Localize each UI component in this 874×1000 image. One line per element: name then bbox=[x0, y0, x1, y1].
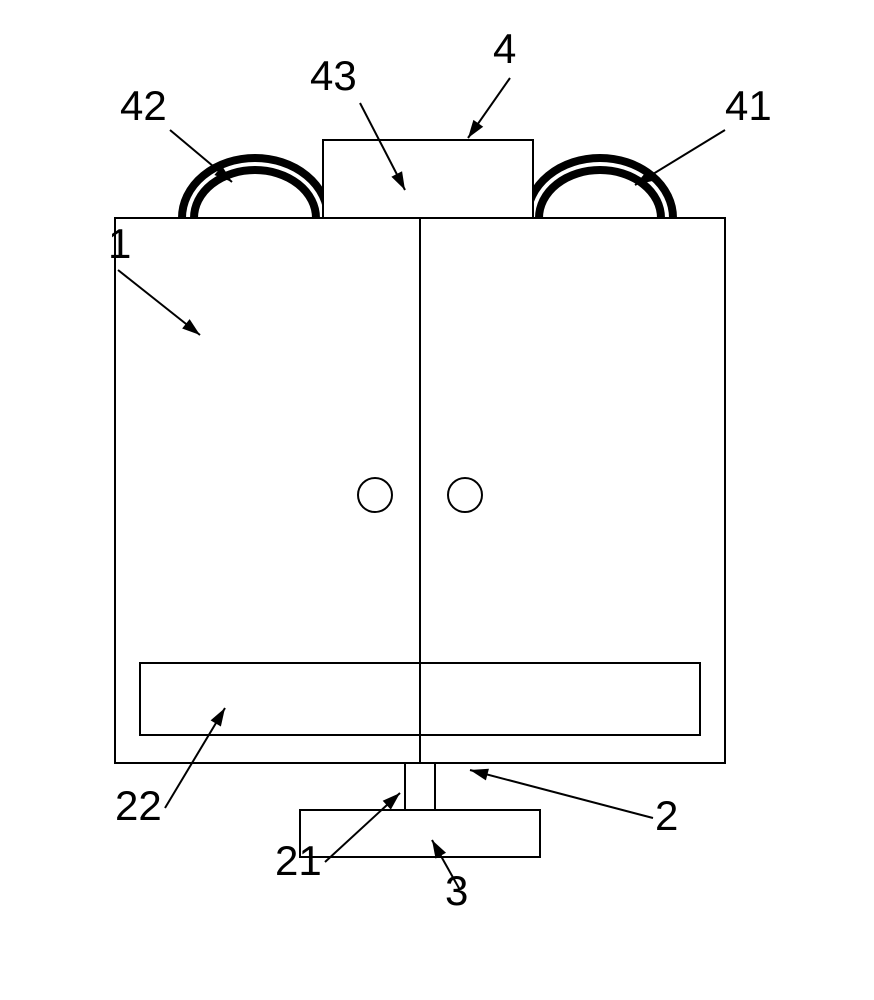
label-42: 42 bbox=[120, 82, 167, 129]
label-21: 21 bbox=[275, 837, 322, 884]
label-1: 1 bbox=[108, 220, 131, 267]
label-2: 2 bbox=[655, 792, 678, 839]
stem bbox=[405, 763, 435, 810]
label-41: 41 bbox=[725, 82, 772, 129]
technical-diagram: 42 43 4 41 1 22 21 3 2 bbox=[0, 0, 874, 1000]
top-box bbox=[323, 140, 533, 218]
label-22: 22 bbox=[115, 782, 162, 829]
label-3: 3 bbox=[445, 867, 468, 914]
label-43: 43 bbox=[310, 52, 357, 99]
label-4: 4 bbox=[493, 25, 516, 72]
base bbox=[300, 810, 540, 857]
